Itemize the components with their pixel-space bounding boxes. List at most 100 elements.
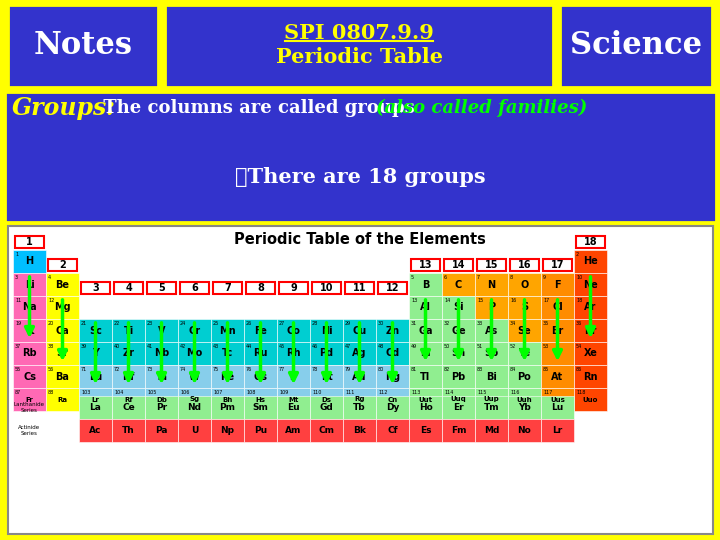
- Text: Hs: Hs: [256, 396, 266, 402]
- Bar: [46, 319, 79, 342]
- Bar: [46, 342, 79, 365]
- Text: 30: 30: [378, 321, 384, 326]
- Text: Os: Os: [253, 372, 268, 381]
- Bar: [541, 388, 574, 411]
- Text: 77: 77: [279, 367, 285, 372]
- Bar: [409, 396, 442, 419]
- Text: Zn: Zn: [385, 326, 400, 335]
- Bar: [376, 342, 409, 365]
- Text: Ag: Ag: [352, 348, 366, 359]
- Text: Mg: Mg: [54, 302, 71, 313]
- Bar: [343, 342, 376, 365]
- Text: Ba: Ba: [55, 372, 69, 381]
- Text: 3: 3: [15, 275, 18, 280]
- Bar: [508, 396, 541, 419]
- Bar: [277, 365, 310, 388]
- Text: Am: Am: [285, 426, 302, 435]
- Text: 13: 13: [411, 298, 418, 303]
- Text: The columns are called groups: The columns are called groups: [97, 99, 421, 117]
- Bar: [81, 282, 110, 294]
- Bar: [475, 419, 508, 442]
- Text: Mo: Mo: [186, 348, 202, 359]
- Text: 42: 42: [180, 344, 186, 349]
- Text: At: At: [552, 372, 564, 381]
- Bar: [46, 365, 79, 388]
- Text: 10: 10: [576, 275, 582, 280]
- Text: 106: 106: [180, 390, 189, 395]
- Bar: [574, 342, 607, 365]
- Text: 50: 50: [444, 344, 450, 349]
- Bar: [79, 388, 112, 411]
- Text: Bh: Bh: [222, 396, 233, 402]
- Text: 27: 27: [279, 321, 285, 326]
- Bar: [409, 319, 442, 342]
- Bar: [46, 388, 79, 411]
- Bar: [180, 282, 209, 294]
- Text: 29: 29: [345, 321, 351, 326]
- Bar: [574, 319, 607, 342]
- Bar: [409, 388, 442, 411]
- Text: 52: 52: [510, 344, 516, 349]
- Text: 14: 14: [451, 260, 465, 270]
- Bar: [244, 365, 277, 388]
- Text: 24: 24: [180, 321, 186, 326]
- Bar: [343, 396, 376, 419]
- Text: He: He: [583, 256, 598, 267]
- Bar: [310, 388, 343, 411]
- Text: 7: 7: [224, 283, 231, 293]
- Text: Yb: Yb: [518, 403, 531, 412]
- Bar: [543, 259, 572, 271]
- Text: N: N: [487, 280, 495, 289]
- Bar: [475, 273, 508, 296]
- Text: 88: 88: [48, 390, 54, 395]
- Text: Ne: Ne: [583, 280, 598, 289]
- Text: 117: 117: [543, 390, 552, 395]
- Text: 39: 39: [81, 344, 87, 349]
- Bar: [508, 365, 541, 388]
- Bar: [79, 342, 112, 365]
- Bar: [13, 296, 46, 319]
- Text: Re: Re: [220, 372, 235, 381]
- Bar: [79, 419, 112, 442]
- Text: Bk: Bk: [353, 426, 366, 435]
- Bar: [147, 282, 176, 294]
- Text: 34: 34: [510, 321, 516, 326]
- Text: Ge: Ge: [451, 326, 466, 335]
- Bar: [409, 365, 442, 388]
- Bar: [442, 388, 475, 411]
- Text: 78: 78: [312, 367, 318, 372]
- Text: Gd: Gd: [320, 403, 333, 412]
- Text: 9: 9: [290, 283, 297, 293]
- Text: Hf: Hf: [122, 372, 135, 381]
- Bar: [574, 273, 607, 296]
- Bar: [475, 319, 508, 342]
- Text: Actinide
Series: Actinide Series: [19, 425, 40, 436]
- Text: 55: 55: [15, 367, 22, 372]
- Text: Cf: Cf: [387, 426, 398, 435]
- Text: 18: 18: [576, 298, 582, 303]
- Bar: [541, 273, 574, 296]
- Bar: [411, 259, 440, 271]
- Text: 23: 23: [147, 321, 153, 326]
- Bar: [510, 259, 539, 271]
- Bar: [211, 365, 244, 388]
- Text: B: B: [422, 280, 429, 289]
- Text: 115: 115: [477, 390, 487, 395]
- Bar: [574, 388, 607, 411]
- Text: 114: 114: [444, 390, 454, 395]
- Bar: [310, 319, 343, 342]
- Bar: [574, 296, 607, 319]
- Bar: [475, 342, 508, 365]
- Text: 26: 26: [246, 321, 252, 326]
- Bar: [277, 396, 310, 419]
- Bar: [409, 342, 442, 365]
- Text: 51: 51: [477, 344, 483, 349]
- Bar: [508, 319, 541, 342]
- Text: Se: Se: [518, 326, 531, 335]
- Bar: [145, 342, 178, 365]
- Text: Fe: Fe: [254, 326, 267, 335]
- Bar: [114, 282, 143, 294]
- Text: Ds: Ds: [322, 396, 331, 402]
- Bar: [178, 342, 211, 365]
- Text: Db: Db: [156, 396, 167, 402]
